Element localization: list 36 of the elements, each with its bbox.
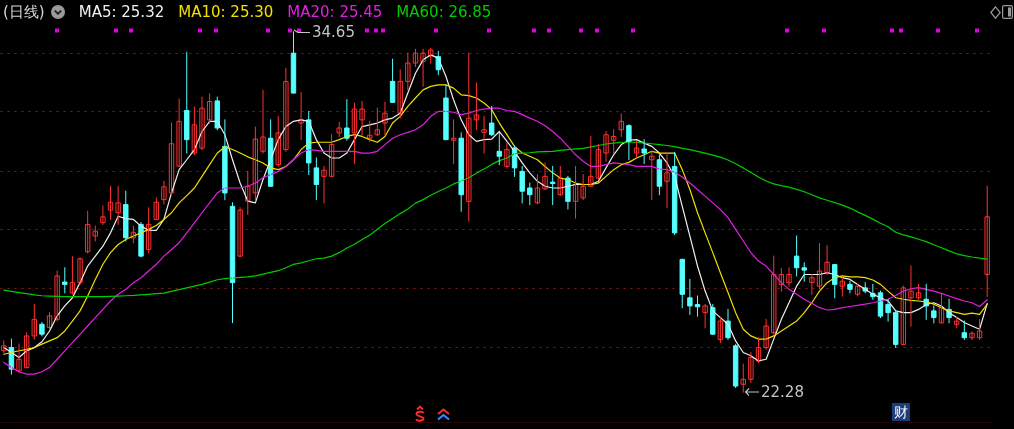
text: MA5: 25.32 (78, 3, 165, 21)
text: MA60: 26.85 (396, 3, 492, 21)
candlestick (405, 52, 411, 91)
candlestick (893, 310, 899, 349)
candlestick (519, 165, 525, 204)
text: MA10: 25.30 (178, 3, 274, 21)
candlestick (214, 96, 220, 131)
chart-title: (日线) (3, 2, 45, 22)
candlestick (710, 303, 716, 335)
annotation: 22.28 (761, 383, 804, 401)
candlestick (633, 140, 640, 158)
candlestick (679, 258, 685, 309)
candlestick (801, 262, 807, 282)
candlestick (839, 277, 846, 297)
candlestick (740, 363, 746, 393)
candlestick (367, 120, 373, 142)
candlestick (153, 197, 159, 220)
candlestick (313, 157, 320, 201)
candlestick (184, 51, 190, 154)
annotation: 34.65 (312, 23, 355, 41)
candlestick (931, 305, 937, 324)
candlestick (62, 267, 68, 294)
text: MA20: 25.45 (287, 3, 383, 21)
candlestick (488, 105, 495, 137)
candlestick (641, 139, 647, 165)
candlestick (618, 113, 624, 137)
candlestick (527, 182, 533, 206)
candlestick (610, 129, 617, 154)
candlestick (580, 174, 586, 201)
candlestick (115, 185, 121, 225)
candlestick (374, 107, 381, 137)
annotation: 财 (892, 403, 910, 421)
candlestick (496, 131, 503, 166)
candlestick (961, 320, 968, 340)
candlestick (336, 121, 342, 137)
candlestick (953, 317, 960, 329)
